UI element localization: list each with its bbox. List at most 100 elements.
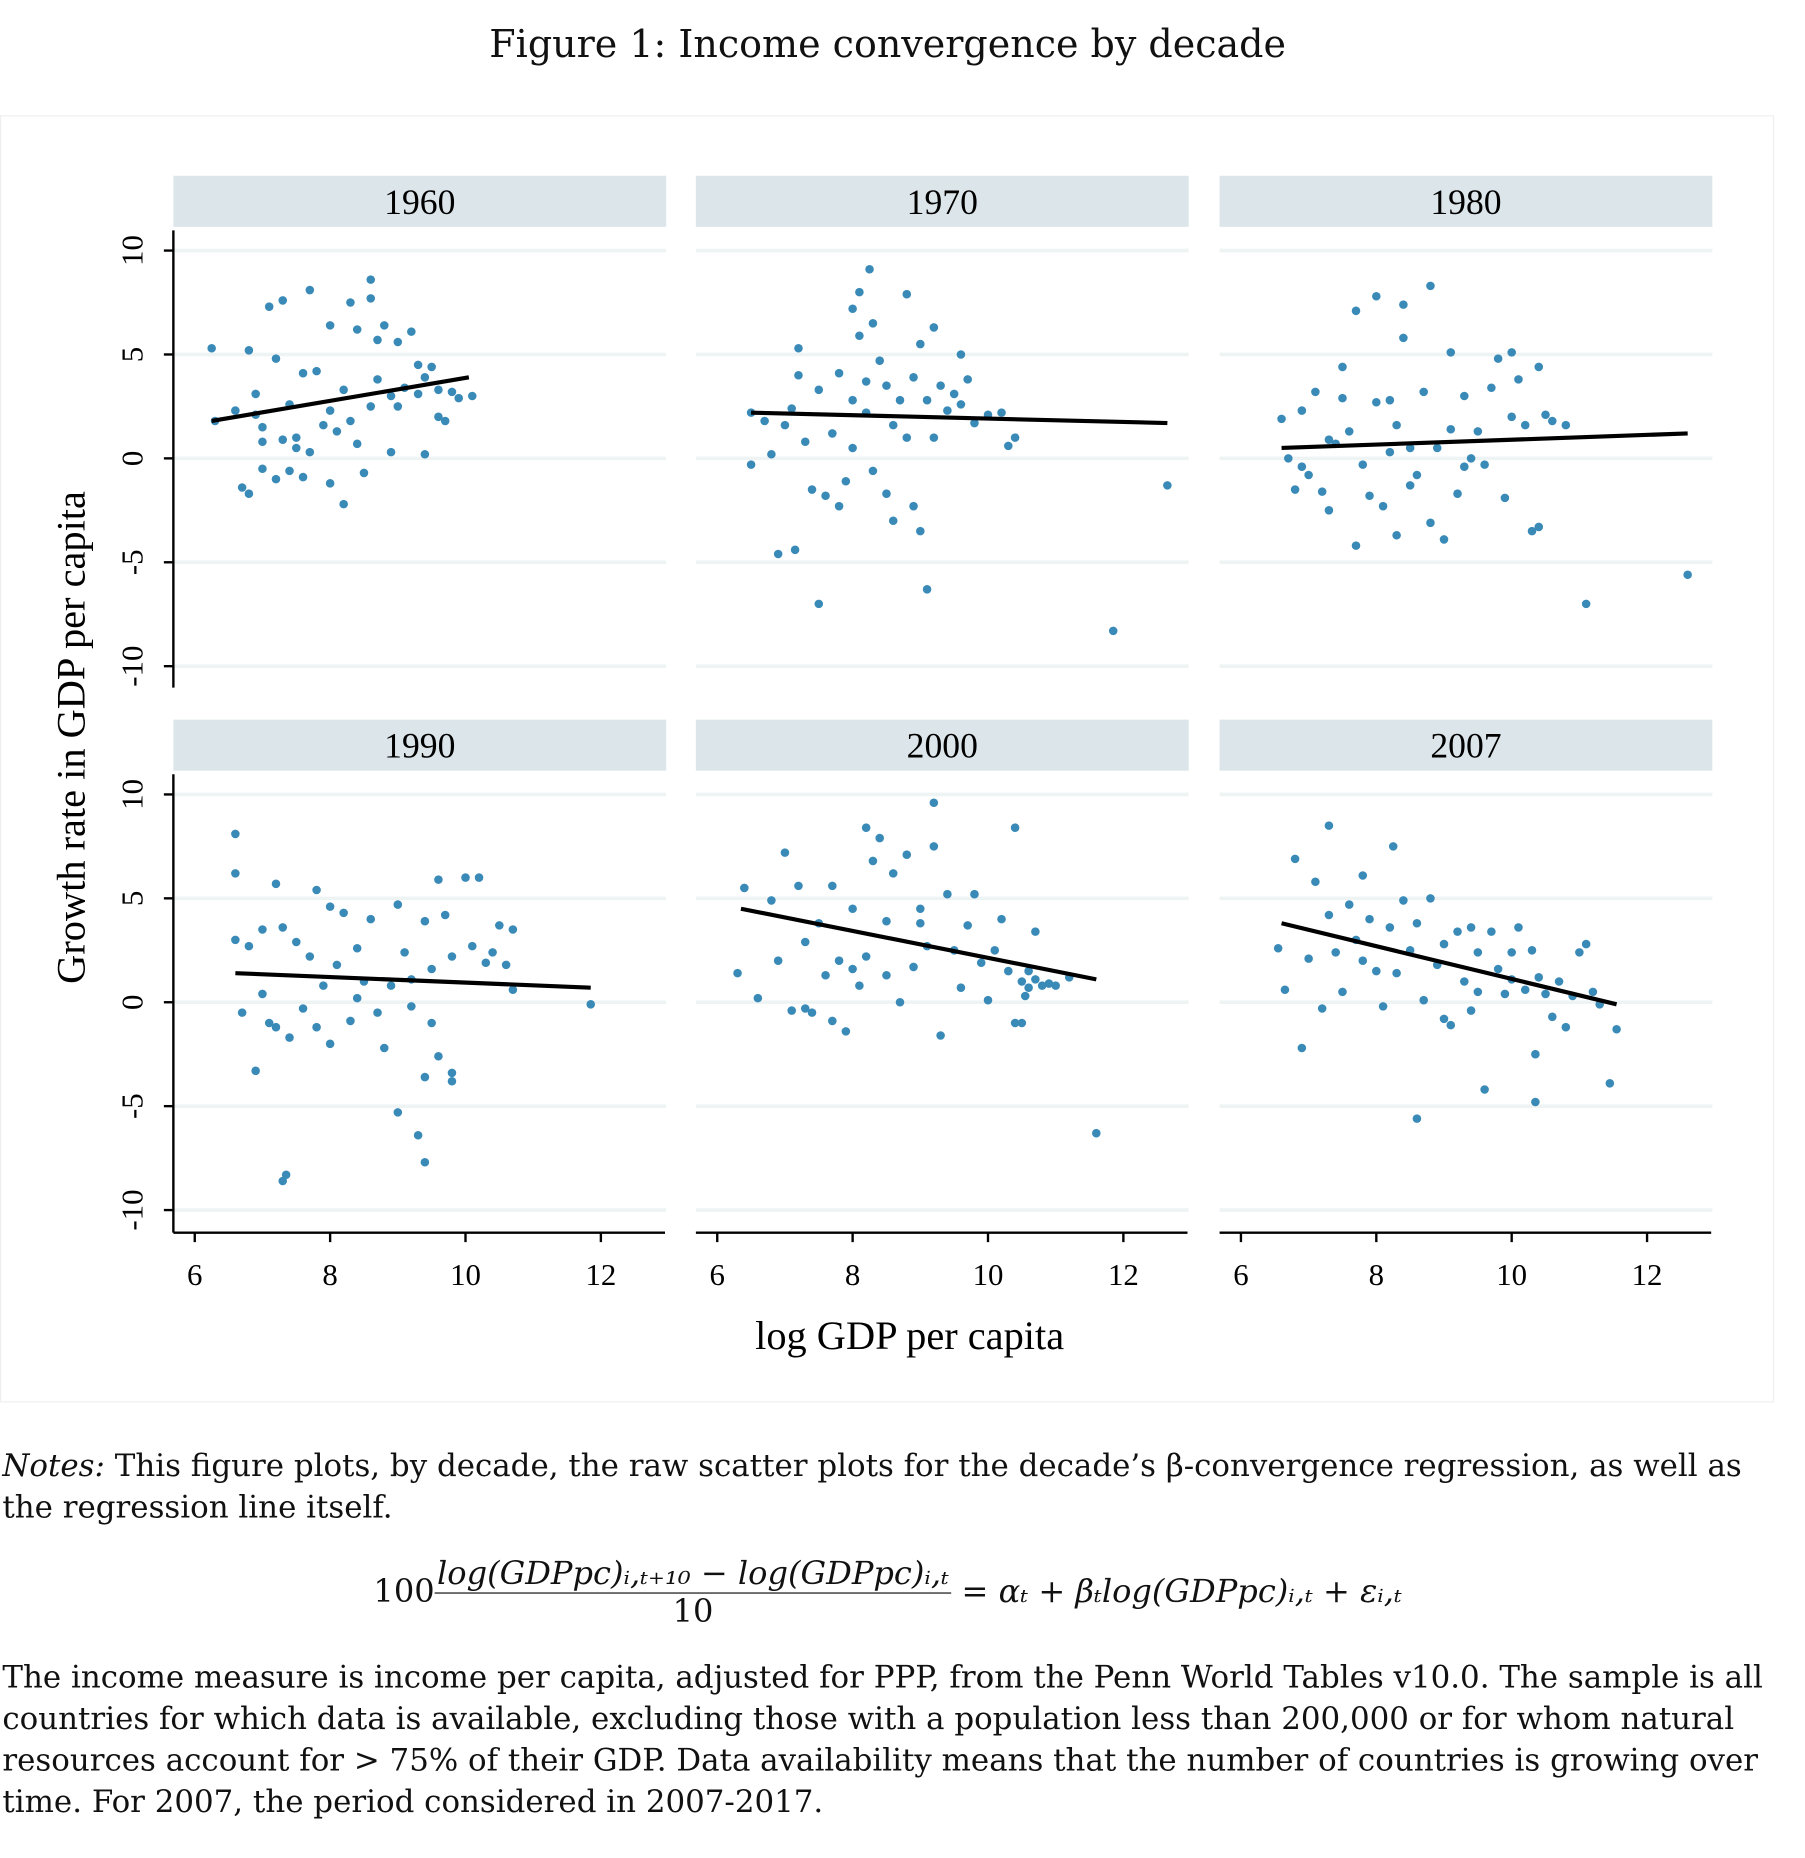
- data-point: [1297, 462, 1307, 471]
- data-point: [956, 400, 966, 409]
- data-point: [1426, 518, 1435, 528]
- data-point: [807, 1008, 817, 1017]
- data-point: [319, 981, 328, 990]
- data-point: [848, 964, 857, 974]
- data-point: [1405, 443, 1415, 453]
- data-point: [1344, 427, 1354, 436]
- data-point: [1500, 989, 1510, 999]
- data-point: [868, 466, 878, 476]
- data-point: [1031, 975, 1040, 984]
- data-point: [352, 439, 362, 449]
- data-point: [1487, 383, 1496, 392]
- data-point: [740, 883, 749, 893]
- data-point: [929, 323, 939, 332]
- data-point: [285, 1033, 294, 1042]
- data-point: [312, 1022, 321, 1032]
- data-point: [794, 343, 803, 353]
- data-point: [1351, 306, 1361, 316]
- data-point: [251, 389, 260, 399]
- data-point: [231, 869, 240, 878]
- x-tick-label: 10: [450, 1257, 481, 1292]
- data-point: [760, 416, 769, 426]
- data-point: [1277, 414, 1286, 424]
- data-point: [440, 416, 450, 426]
- data-point: [346, 416, 355, 426]
- data-point: [865, 264, 874, 274]
- data-point: [508, 925, 518, 934]
- data-point: [508, 985, 518, 995]
- notes-text: This figure plots, by decade, the raw sc…: [2, 1448, 1742, 1526]
- data-point: [997, 408, 1006, 417]
- panel-title: 2000: [907, 726, 978, 766]
- data-point: [848, 904, 857, 914]
- equation-numerator: log(GDPpc)ᵢ,ₜ₊₁₀ − log(GDPpc)ᵢ,ₜ: [434, 1556, 952, 1594]
- data-point: [258, 422, 267, 432]
- data-point: [861, 823, 871, 832]
- data-point: [488, 948, 497, 957]
- data-point: [305, 447, 315, 457]
- data-point: [258, 925, 267, 934]
- data-point: [916, 919, 925, 928]
- data-point: [1531, 1049, 1540, 1059]
- panel-strip: [1219, 719, 1713, 771]
- data-point: [888, 869, 898, 878]
- y-tick-label: -5: [115, 1093, 150, 1119]
- data-point: [1351, 541, 1361, 550]
- data-point: [352, 325, 362, 334]
- data-point: [366, 914, 376, 924]
- data-point: [1514, 375, 1523, 384]
- data-point: [1297, 1043, 1307, 1053]
- regression-line: [235, 971, 591, 990]
- data-point: [366, 294, 376, 303]
- data-point: [1426, 894, 1435, 903]
- data-point: [1405, 481, 1415, 490]
- data-point: [231, 829, 240, 839]
- data-point: [352, 943, 362, 953]
- data-point: [264, 1018, 274, 1028]
- data-point: [1385, 395, 1395, 405]
- data-point: [733, 968, 742, 978]
- y-tick-label: 10: [115, 235, 150, 266]
- data-point: [1561, 1022, 1571, 1032]
- data-point: [407, 327, 416, 336]
- data-point: [868, 319, 878, 328]
- data-point: [298, 1004, 308, 1013]
- data-point: [888, 420, 898, 430]
- x-tick-label: 6: [710, 1257, 725, 1292]
- data-point: [767, 449, 776, 459]
- data-point: [909, 373, 918, 382]
- data-point: [1385, 923, 1395, 932]
- y-tick-label: 0: [115, 451, 150, 466]
- data-point: [393, 337, 403, 347]
- data-point: [1466, 923, 1476, 932]
- data-point: [1460, 462, 1469, 471]
- data-point: [1473, 948, 1483, 957]
- data-point: [271, 879, 281, 889]
- data-point: [1561, 420, 1571, 430]
- data-point: [1311, 387, 1320, 397]
- data-point: [1051, 981, 1060, 990]
- data-point: [359, 468, 369, 478]
- data-point: [407, 1002, 416, 1011]
- data-point: [413, 360, 423, 370]
- data-point: [814, 599, 824, 609]
- data-point: [278, 435, 288, 444]
- data-point: [1534, 522, 1544, 532]
- data-point: [467, 391, 477, 401]
- data-point: [1392, 420, 1401, 430]
- data-point: [1280, 985, 1290, 995]
- data-point: [1446, 425, 1456, 434]
- data-point: [1527, 526, 1537, 536]
- data-point: [325, 1039, 335, 1049]
- data-point: [834, 956, 844, 965]
- data-point: [271, 354, 281, 363]
- data-description-paragraph: The income measure is income per capita,…: [2, 1660, 1763, 1821]
- data-point: [956, 983, 966, 992]
- data-point: [1487, 927, 1496, 936]
- figure-frame: 1960 10 5 0 -5 -10 1970 1980 1990 10 5 0 -5 -10 6 8 10 12…: [0, 115, 1775, 1403]
- data-point: [1399, 300, 1408, 309]
- data-point: [902, 289, 912, 299]
- x-tick-label: 12: [1632, 1257, 1663, 1292]
- data-point: [1460, 391, 1469, 401]
- data-point: [956, 350, 966, 359]
